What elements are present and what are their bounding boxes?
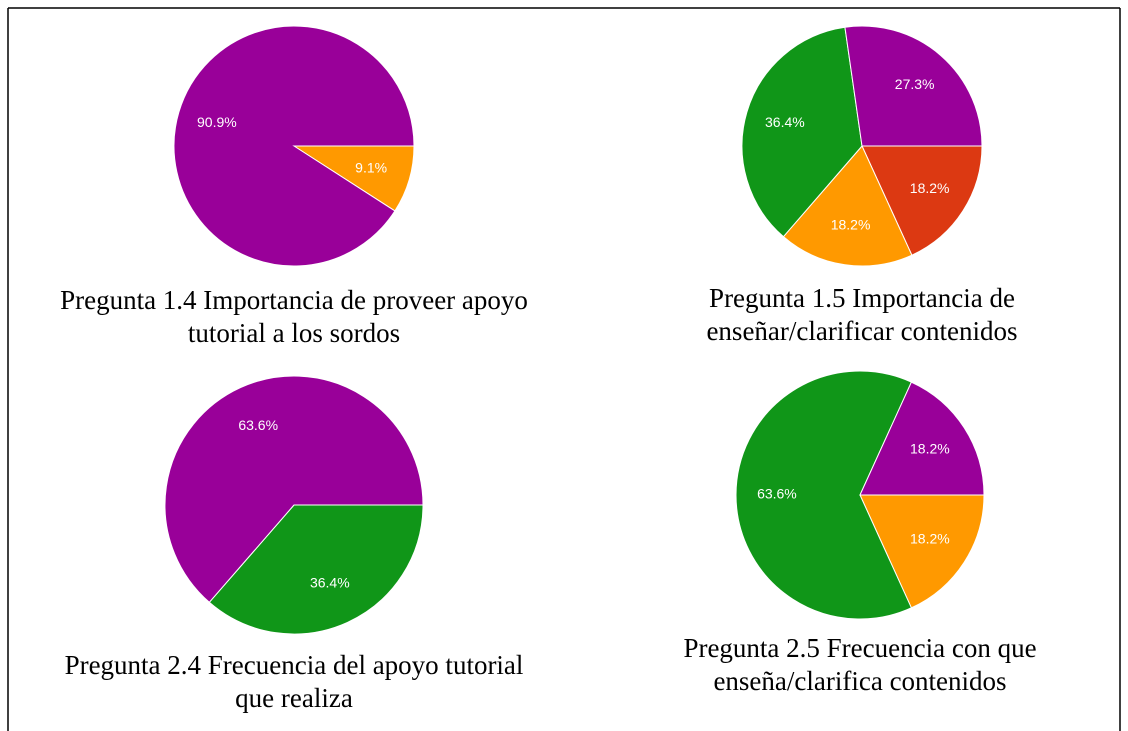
chart-title: Pregunta 1.5 Importancia de enseñar/clar… [706, 283, 1018, 346]
chart-title: Pregunta 1.4 Importancia de proveer apoy… [60, 285, 528, 348]
pie-slice [164, 375, 424, 604]
pie-slice [859, 494, 985, 609]
pie-slice [782, 145, 913, 267]
pie-slice [861, 145, 983, 256]
slice-label: 18.2% [831, 216, 871, 232]
slice-label: 36.4% [765, 114, 805, 130]
slice-label: 63.6% [238, 417, 278, 433]
slice-label: 27.3% [895, 76, 935, 92]
slice-label: 9.1% [355, 159, 387, 175]
pie-slice [741, 26, 863, 238]
slice-label: 18.2% [910, 441, 950, 457]
chart-title: Pregunta 2.4 Frecuencia del apoyo tutori… [64, 650, 524, 713]
pie-slice [859, 381, 985, 496]
slice-label: 63.6% [757, 486, 797, 502]
pie-slice [208, 504, 424, 635]
chart-title: Pregunta 2.5 Frecuencia con que enseña/c… [683, 633, 1037, 696]
slice-label: 90.9% [197, 114, 237, 130]
pie-slice [735, 370, 913, 620]
slice-label: 36.4% [310, 574, 350, 590]
pie-slice [173, 25, 415, 267]
slice-label: 18.2% [910, 531, 950, 547]
pie-slice [844, 25, 983, 147]
slice-label: 18.2% [910, 180, 950, 196]
